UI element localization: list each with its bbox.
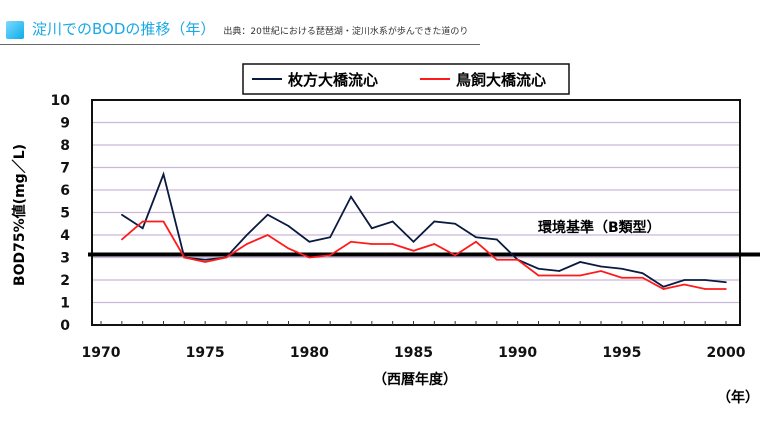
header: 淀川でのBODの推移（年） 出典：20世紀における琵琶湖・淀川水系が歩んできた道… [6, 18, 468, 39]
x-tick-label: 1990 [498, 345, 537, 361]
data-point [162, 220, 165, 223]
data-point [141, 227, 144, 230]
data-point [683, 279, 686, 281]
y-tick-label: 8 [60, 138, 70, 154]
data-point [662, 288, 665, 290]
plot-frame [91, 99, 741, 326]
data-point [225, 256, 227, 259]
x-axis-label: （西暦年度） [373, 371, 457, 388]
data-point [558, 270, 561, 272]
data-point [350, 195, 352, 198]
data-point [454, 254, 456, 257]
x-tick-label: 2000 [707, 345, 746, 361]
data-point [475, 236, 477, 239]
data-point [329, 236, 331, 239]
environmental-standard-label: 環境基準（B類型） [538, 219, 661, 236]
y-tick-label: 1 [60, 296, 70, 312]
data-point [516, 258, 519, 261]
data-point [412, 249, 415, 252]
data-point [287, 225, 290, 227]
data-point [704, 279, 706, 281]
y-tick-label: 6 [60, 183, 70, 199]
y-tick-label: 10 [51, 93, 71, 109]
data-point [537, 274, 540, 277]
data-point [308, 240, 311, 243]
data-point [204, 261, 206, 263]
x-tick-label: 1995 [602, 345, 641, 361]
data-point [475, 240, 477, 243]
page-title: 淀川でのBODの推移（年） [32, 20, 216, 38]
data-point [725, 288, 727, 290]
data-point [621, 276, 623, 279]
y-tick-label: 9 [60, 116, 70, 132]
data-point [162, 173, 165, 176]
data-point [204, 258, 206, 261]
y-tick-label: 2 [60, 273, 70, 289]
data-point [287, 247, 290, 250]
data-point [246, 234, 248, 236]
data-point [433, 243, 436, 245]
data-point [579, 274, 581, 277]
x-unit-label: （年） [717, 389, 759, 406]
x-tick-label: 1975 [186, 345, 225, 361]
data-point [600, 270, 602, 272]
data-point [308, 256, 311, 259]
data-point [704, 288, 706, 290]
y-tick-label: 3 [60, 251, 70, 267]
data-point [121, 213, 123, 216]
data-point [641, 272, 644, 275]
square-icon [6, 21, 24, 39]
data-point [183, 256, 186, 259]
y-axis-label: BOD75%値(mg／L) [11, 144, 28, 286]
y-tick-label: 4 [60, 228, 70, 244]
data-point [121, 238, 123, 241]
data-point [391, 220, 394, 223]
data-point [433, 220, 436, 223]
y-tick-label: 7 [60, 161, 70, 177]
legend-box [242, 63, 570, 95]
divider [0, 44, 480, 45]
data-point [141, 220, 144, 223]
data-point [266, 213, 269, 216]
x-tick-label: 1980 [290, 345, 329, 361]
data-point [496, 258, 498, 261]
x-tick-label: 1985 [394, 345, 433, 361]
data-point [454, 222, 456, 225]
series-line-2 [121, 220, 726, 290]
data-point [412, 240, 415, 243]
data-point [537, 267, 540, 270]
x-tick-label: 1970 [82, 345, 121, 361]
data-point [725, 281, 727, 284]
data-point [641, 276, 644, 279]
legend-label: 鳥飼大橋流心 [456, 71, 546, 89]
data-point [266, 234, 269, 236]
data-point [662, 285, 665, 288]
legend-label: 枚方大橋流心 [288, 71, 378, 89]
data-point [371, 227, 373, 230]
data-point [350, 240, 352, 243]
data-point [558, 274, 561, 277]
data-point [329, 254, 331, 257]
data-point [600, 265, 602, 268]
data-point [391, 243, 394, 245]
source-note: 出典：20世紀における琵琶湖・淀川水系が歩んできた道のり [223, 27, 469, 37]
y-tick-label: 0 [60, 318, 70, 334]
data-point [371, 243, 373, 245]
data-point [579, 261, 581, 263]
data-point [246, 243, 248, 245]
data-point [683, 283, 686, 286]
data-point [621, 267, 623, 270]
data-point [496, 238, 498, 241]
y-tick-label: 5 [60, 206, 70, 222]
